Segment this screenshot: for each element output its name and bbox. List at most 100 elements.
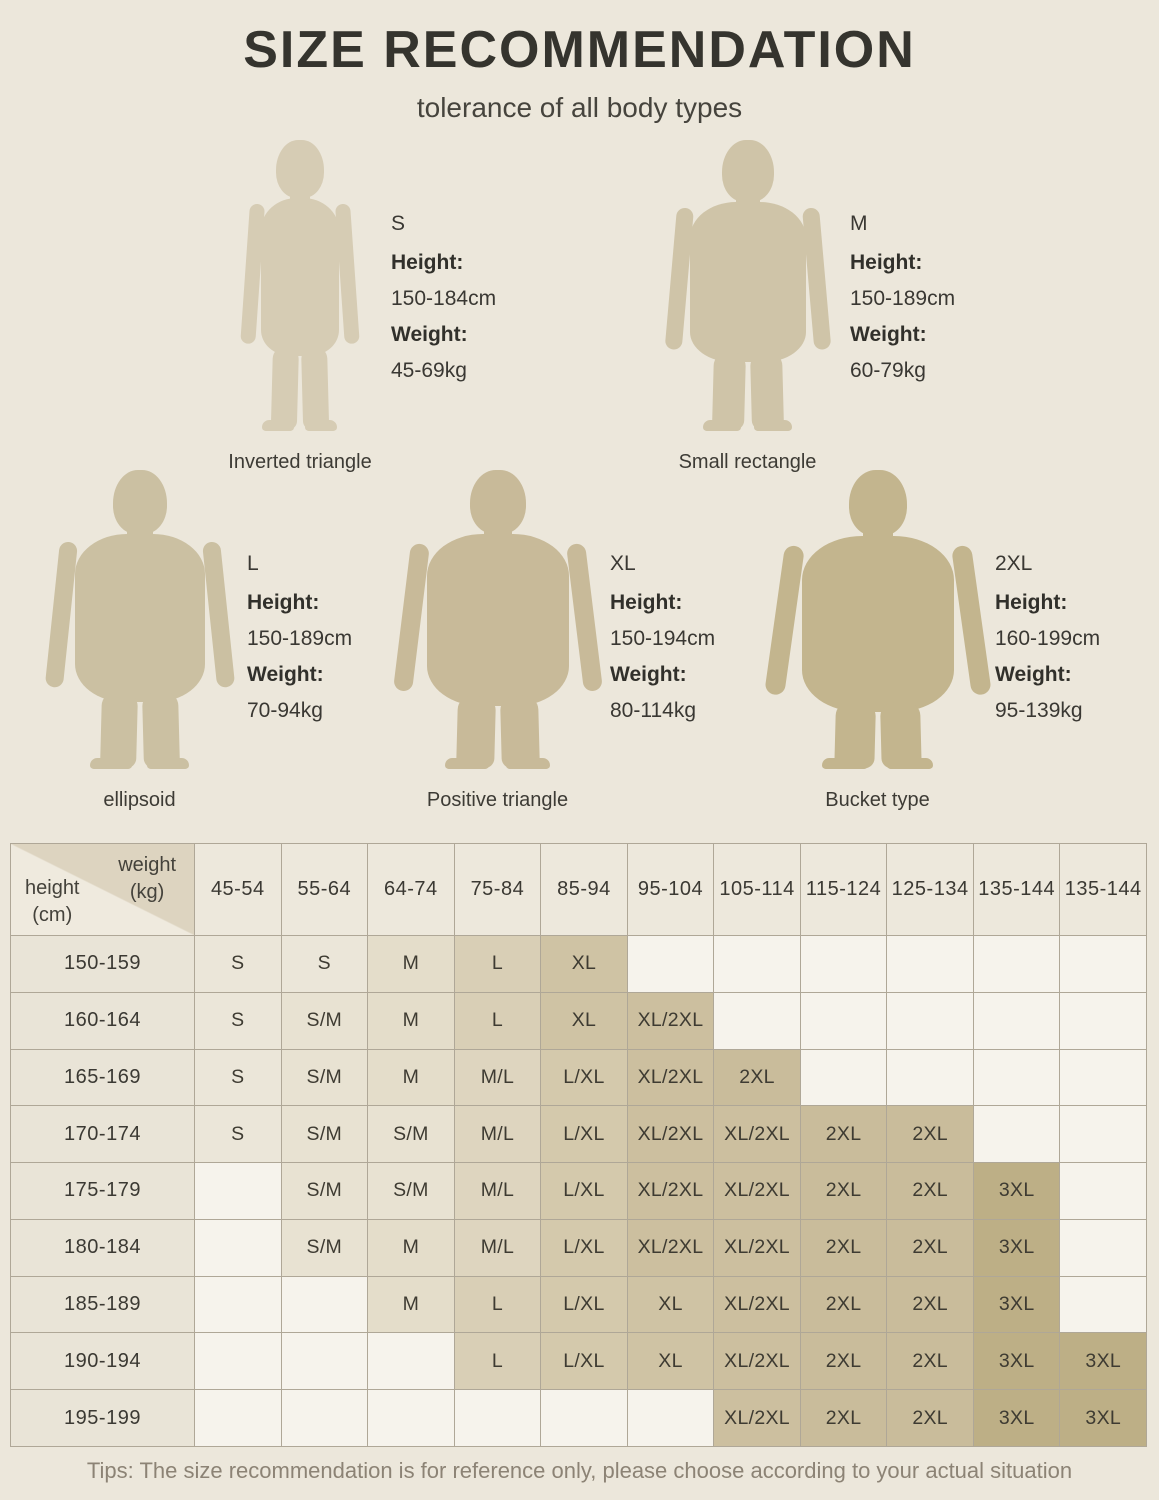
size-cell: S — [195, 1106, 281, 1163]
size-cell-empty — [195, 1163, 281, 1219]
foot-shape — [702, 420, 741, 431]
size-cell-empty — [368, 1333, 454, 1390]
arm-shape — [763, 544, 805, 696]
size-cell: S/M — [281, 1163, 368, 1219]
weight-column-header: 135-144 — [1060, 844, 1146, 935]
weight-column-header: 64-74 — [368, 844, 454, 935]
size-cell: XL/2XL — [714, 1333, 800, 1390]
arm-shape — [565, 542, 603, 693]
weight-value: 95-139kg — [995, 699, 1083, 722]
page-subtitle: tolerance of all body types — [416, 92, 743, 123]
weight-label: Weight: — [850, 323, 927, 346]
size-cell-empty — [195, 1276, 281, 1333]
size-cell-empty — [281, 1276, 368, 1333]
body-type-label: Small rectangle — [678, 451, 817, 473]
size-cell-empty — [1060, 936, 1146, 992]
size-cell-empty — [1060, 1106, 1146, 1163]
body-type-label: Bucket type — [825, 789, 930, 811]
tips-text: Tips: The size recommendation is for ref… — [86, 1458, 1073, 1483]
size-cell: M/L — [454, 1106, 541, 1163]
size-cell: L/XL — [541, 1219, 627, 1276]
size-cell: M/L — [454, 1049, 541, 1106]
weight-label: Weight: — [995, 663, 1072, 686]
size-cell: 2XL — [800, 1333, 887, 1390]
body-type-label: ellipsoid — [103, 789, 176, 811]
weight-column-header: 55-64 — [281, 844, 368, 935]
arm-shape — [950, 544, 992, 696]
size-cell: S — [281, 936, 368, 992]
body-type-label: Inverted triangle — [228, 451, 372, 473]
size-cell-empty — [714, 992, 800, 1049]
head-shape — [112, 470, 167, 534]
height-row-header: 150-159 — [11, 936, 194, 992]
height-row-header: 195-199 — [11, 1390, 194, 1446]
head-shape — [469, 470, 526, 534]
size-cell-empty — [973, 992, 1060, 1049]
weight-axis-label: weight (kg) — [118, 852, 176, 906]
head-shape — [721, 140, 774, 202]
size-cell: S — [195, 992, 281, 1049]
size-cell: L — [454, 1276, 541, 1333]
arm-shape — [44, 541, 78, 689]
size-cell: M — [368, 1219, 454, 1276]
height-axis-word: height — [25, 877, 80, 899]
figure-group-s: Inverted triangle S Height: 150-184cm We… — [225, 140, 496, 474]
height-label: Height: — [247, 591, 320, 614]
size-cell: 2XL — [887, 1219, 973, 1276]
size-table: weight (kg) height (cm) 45-54 55-64 64-74 7… — [10, 843, 1147, 1447]
size-cell: L — [454, 992, 541, 1049]
foot-shape — [146, 758, 189, 769]
torso-shape — [261, 198, 339, 356]
size-cell-empty — [1060, 992, 1146, 1049]
foot-shape — [262, 420, 294, 431]
weight-column-header: 75-84 — [454, 844, 541, 935]
height-label: Height: — [391, 251, 464, 274]
size-cell: 2XL — [887, 1333, 973, 1390]
size-cell: M — [368, 992, 454, 1049]
size-cell: 3XL — [973, 1333, 1060, 1390]
size-cell: M — [368, 936, 454, 992]
head-shape — [848, 470, 907, 536]
size-cell-empty — [195, 1333, 281, 1390]
foot-shape — [821, 758, 868, 769]
weight-label: Weight: — [610, 663, 687, 686]
size-cell-empty — [541, 1390, 627, 1446]
size-cell-empty — [800, 936, 887, 992]
body-silhouette-xlarge — [392, 470, 603, 770]
size-label: S — [391, 212, 406, 235]
size-cell-empty — [1060, 1276, 1146, 1333]
size-cell: S — [195, 1049, 281, 1106]
size-label: L — [247, 552, 259, 575]
leg-shape — [270, 345, 299, 431]
weight-column-header: 105-114 — [714, 844, 800, 935]
body-silhouette-slim — [225, 140, 375, 432]
size-cell-empty — [454, 1390, 541, 1446]
weight-value: 80-114kg — [610, 699, 697, 722]
size-cell-empty — [973, 936, 1060, 992]
size-cell: XL/2XL — [627, 1049, 714, 1106]
size-cell: 2XL — [800, 1390, 887, 1446]
size-cell: 3XL — [973, 1163, 1060, 1219]
height-label: Height: — [850, 251, 923, 274]
size-cell-empty — [973, 1049, 1060, 1106]
size-cell-empty — [281, 1333, 368, 1390]
height-row-header: 185-189 — [11, 1276, 194, 1333]
height-value: 160-199cm — [995, 627, 1101, 650]
weight-axis-word: weight — [118, 854, 176, 876]
size-cell: XL/2XL — [627, 1219, 714, 1276]
foot-shape — [305, 420, 337, 431]
size-cell: M/L — [454, 1219, 541, 1276]
size-label: M — [850, 212, 868, 235]
head-shape — [276, 140, 324, 198]
height-row-header: 180-184 — [11, 1219, 194, 1276]
size-cell-empty — [714, 936, 800, 992]
size-cell: 2XL — [714, 1049, 800, 1106]
size-cell: XL — [541, 936, 627, 992]
size-cell: 3XL — [973, 1390, 1060, 1446]
size-cell: S/M — [368, 1106, 454, 1163]
figure-group-l: ellipsoid L Height: 150-189cm Weight: 70… — [42, 470, 352, 812]
size-cell-empty — [800, 1049, 887, 1106]
torso-shape — [801, 536, 954, 712]
size-cell: L/XL — [541, 1163, 627, 1219]
size-cell: XL/2XL — [627, 1163, 714, 1219]
